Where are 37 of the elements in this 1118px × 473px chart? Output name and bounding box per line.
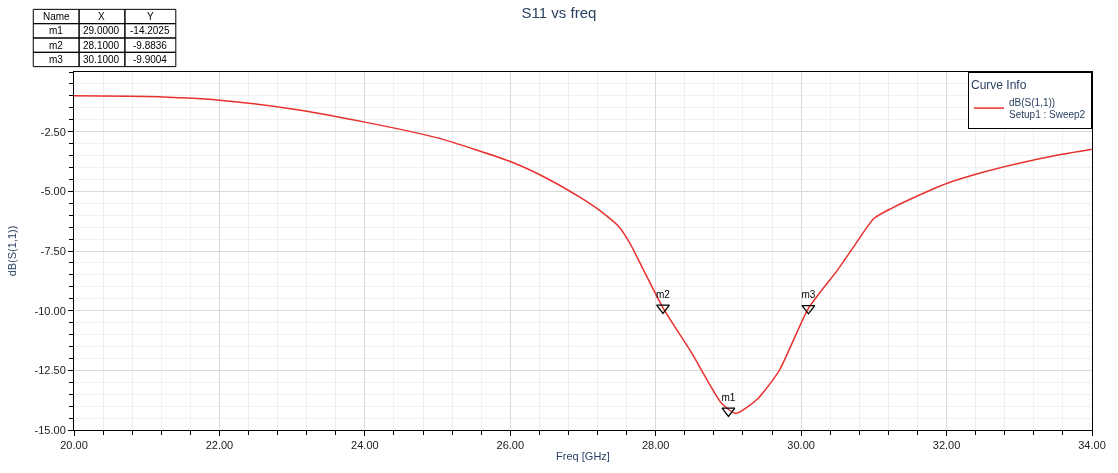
x-tick-label: 30.00 <box>787 439 815 452</box>
point <box>721 407 736 418</box>
x-tick-label: 28.00 <box>641 439 670 452</box>
y-tick-label: -2.50 <box>40 125 66 138</box>
data-label: m2 <box>656 288 671 300</box>
text: 28.1000 <box>83 40 120 51</box>
y-tick-label: -5.00 <box>40 185 66 198</box>
x-axis-title: Freq [GHz] <box>556 450 610 463</box>
x-tick-label: 24.00 <box>351 439 379 452</box>
data-label: m1 <box>721 391 736 403</box>
x-tick-label: 34.00 <box>1078 439 1106 452</box>
legend-title: Curve Info <box>971 77 1027 92</box>
text: -9.8836 <box>133 40 168 51</box>
text: m3 <box>49 54 64 65</box>
y-tick-label: -15.00 <box>34 423 66 436</box>
y-axis-title: dB(S(1,1)) <box>6 225 19 277</box>
data-label: m3 <box>801 288 816 300</box>
point <box>655 304 670 315</box>
text: Name <box>43 11 71 22</box>
text: X <box>98 11 105 22</box>
text: 30.1000 <box>83 54 120 65</box>
x-tick-label: 32.00 <box>932 439 961 452</box>
text: -14.2025 <box>130 25 170 36</box>
legend-label: dB(S(1,1)) Setup1 : Sweep2 <box>1009 96 1086 121</box>
text: m1 <box>49 25 64 36</box>
text: m2 <box>49 40 64 51</box>
chart-title: S11 vs freq <box>521 3 597 21</box>
text: Y <box>147 11 154 22</box>
x-tick-label: 22.00 <box>205 439 234 452</box>
y-tick-label: -7.50 <box>40 244 66 257</box>
text: -9.9004 <box>133 54 168 65</box>
x-tick-label: 20.00 <box>60 439 88 452</box>
point <box>801 304 816 315</box>
y-tick-label: -10.00 <box>34 304 66 317</box>
x-tick-label: 26.00 <box>496 439 525 452</box>
text: 29.0000 <box>83 25 120 36</box>
y-tick-label: -12.50 <box>34 364 66 377</box>
